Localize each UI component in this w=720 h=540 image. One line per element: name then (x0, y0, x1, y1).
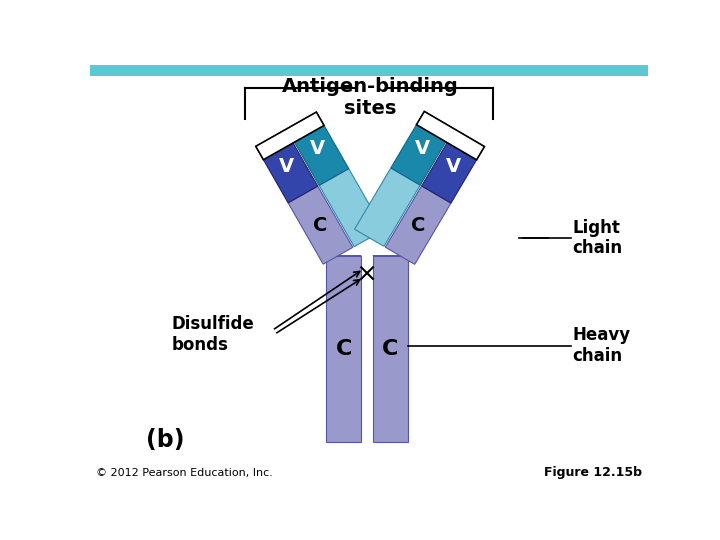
Text: Light
chain: Light chain (572, 219, 622, 258)
Text: Heavy
chain: Heavy chain (572, 327, 630, 365)
Text: C: C (411, 215, 426, 234)
Text: V: V (279, 157, 294, 176)
Text: Figure 12.15b: Figure 12.15b (544, 467, 642, 480)
Polygon shape (373, 215, 419, 256)
Text: C: C (382, 339, 398, 359)
Polygon shape (354, 168, 420, 246)
Bar (373, 256, 408, 442)
Text: (b): (b) (145, 428, 184, 452)
Text: C: C (336, 339, 352, 359)
Text: V: V (415, 139, 430, 158)
Text: © 2012 Pearson Education, Inc.: © 2012 Pearson Education, Inc. (96, 468, 273, 478)
Text: Disulfide
bonds: Disulfide bonds (171, 315, 254, 354)
Polygon shape (319, 215, 361, 256)
Polygon shape (319, 168, 384, 247)
Polygon shape (288, 186, 353, 264)
Polygon shape (256, 130, 318, 203)
Bar (90, 65, 648, 76)
Polygon shape (385, 186, 451, 265)
Bar (326, 256, 361, 442)
Polygon shape (256, 112, 324, 160)
Polygon shape (287, 112, 348, 185)
Polygon shape (422, 130, 485, 203)
Text: V: V (446, 157, 461, 176)
Polygon shape (416, 111, 485, 160)
Polygon shape (391, 111, 454, 185)
Text: V: V (310, 139, 325, 158)
Text: C: C (313, 215, 328, 234)
Text: Antigen-binding
sites: Antigen-binding sites (282, 77, 459, 118)
